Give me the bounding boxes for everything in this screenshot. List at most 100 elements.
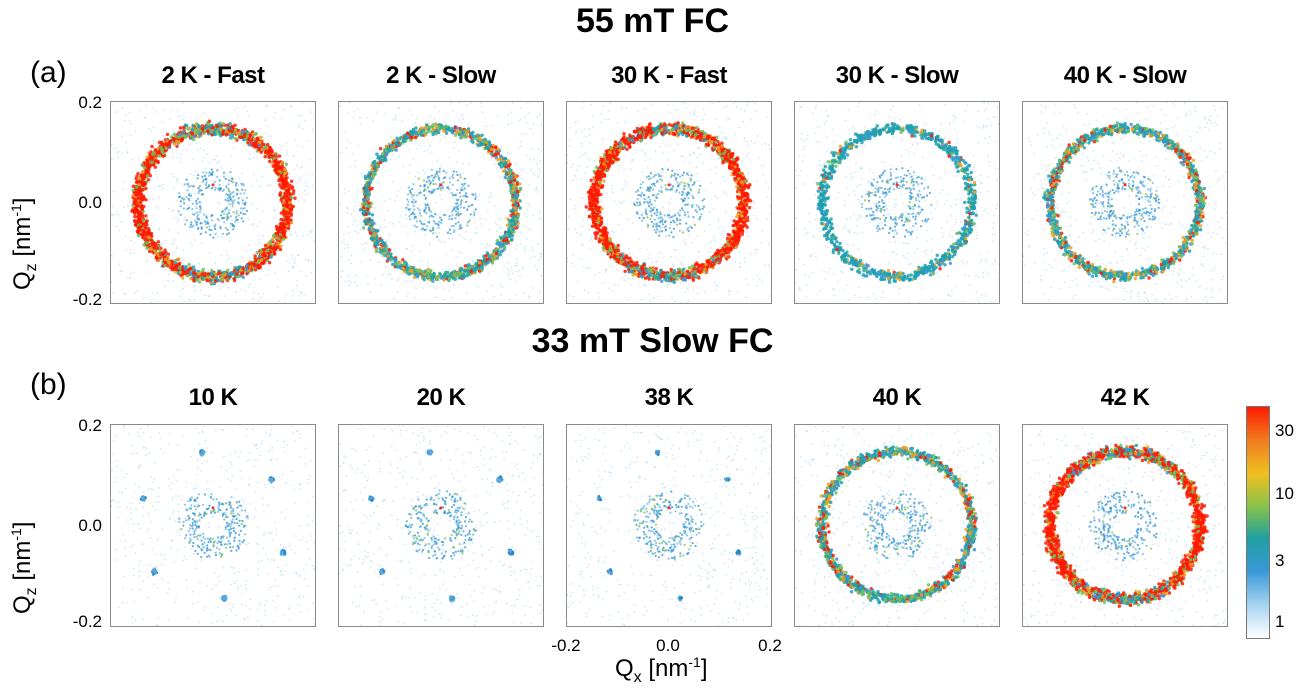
heatmap-cell [413, 225, 416, 228]
heatmap-cell [155, 251, 160, 256]
heatmap-cell [367, 193, 371, 197]
heatmap-cell [165, 132, 170, 137]
heatmap-cell [221, 232, 225, 236]
heatmap-cell [343, 233, 345, 236]
heatmap-cell [309, 158, 311, 161]
heatmap-cell [613, 231, 616, 234]
heatmap-cell [205, 171, 208, 174]
heatmap-cell [259, 297, 262, 299]
heatmap-cell [127, 205, 129, 208]
heatmap-cell [172, 109, 174, 112]
heatmap-cell [481, 111, 484, 114]
heatmap-cell [449, 228, 452, 231]
heatmap-cell [232, 181, 235, 184]
heatmap-cell [271, 234, 276, 238]
heatmap-cell [538, 160, 541, 163]
heatmap-cell [747, 152, 750, 155]
heatmap-cell [237, 209, 240, 212]
heatmap-cell [515, 294, 518, 296]
heatmap-cell [184, 216, 187, 218]
heatmap-cell [427, 186, 430, 189]
heatmap-cell [304, 119, 307, 122]
heatmap-cell [145, 155, 149, 159]
heatmap-cell [471, 266, 475, 270]
heatmap-cell [375, 148, 377, 151]
heatmap-cell [364, 176, 368, 181]
heatmap-cell [223, 272, 227, 276]
heatmap-cell [753, 141, 756, 144]
heatmap-cell [263, 243, 268, 248]
heatmap-cell [510, 243, 512, 246]
heatmap-cell [310, 111, 313, 114]
heatmap-cell [159, 266, 162, 269]
heatmap-cell [654, 150, 657, 153]
heatmap-cell [182, 207, 185, 210]
heatmap-cell [287, 186, 291, 190]
heatmap-cell [583, 289, 586, 291]
heatmap-cell [301, 128, 304, 130]
heatmap-cell [590, 103, 592, 106]
heatmap-cell [211, 219, 214, 222]
heatmap-cell [510, 122, 513, 124]
heatmap-cell [458, 191, 461, 194]
heatmap-cell [432, 232, 435, 235]
heatmap-cell [448, 237, 451, 240]
heatmap-cell [195, 131, 199, 135]
heatmap-cell [467, 123, 469, 125]
heatmap-cell [463, 264, 467, 268]
heatmap-cell [394, 257, 398, 261]
heatmap-cell [601, 205, 604, 208]
heatmap-cell [696, 193, 699, 196]
heatmap-cell [288, 172, 291, 175]
heatmap-cell [227, 194, 231, 198]
heatmap-cell [150, 144, 154, 149]
heatmap-cell [311, 229, 313, 232]
heatmap-cell [567, 154, 568, 157]
heatmap-cell [608, 118, 610, 121]
heatmap-cell [375, 111, 378, 114]
heatmap-cell [149, 238, 153, 242]
heatmap-cell [434, 183, 437, 186]
heatmap-cell [411, 114, 413, 116]
heatmap-cell [142, 243, 146, 247]
heatmap-cell [217, 187, 220, 190]
heatmap-cell [514, 174, 518, 179]
heatmap-cell [233, 225, 236, 228]
heatmap-cell [488, 201, 491, 203]
heatmap-cell [462, 188, 466, 191]
heatmap-cell [432, 130, 436, 135]
heatmap-cell [208, 171, 211, 174]
heatmap-cell [172, 209, 175, 212]
heatmap-cell [748, 214, 751, 217]
heatmap-cell [370, 234, 374, 238]
heatmap-cell [684, 291, 687, 293]
heatmap-cell [440, 219, 443, 222]
heatmap-cell [409, 109, 412, 111]
heatmap-cell [484, 125, 487, 127]
heatmap-cell [756, 180, 759, 183]
heatmap-cell [419, 126, 423, 130]
heatmap-cell [646, 222, 649, 224]
heatmap-cell [212, 236, 215, 239]
heatmap-cell [756, 135, 759, 137]
heatmap-cell [339, 105, 342, 107]
heatmap-cell [753, 214, 756, 217]
heatmap-cell [692, 151, 694, 154]
heatmap-cell [514, 211, 518, 215]
heatmap-cell [183, 223, 187, 226]
heatmap-cell [311, 129, 314, 131]
heatmap-cell [370, 168, 374, 172]
heatmap-cell [474, 195, 477, 198]
heatmap-cell [443, 273, 447, 277]
heatmap-cell [578, 156, 581, 159]
panel-label-b: (b) [30, 368, 67, 401]
heatmap-cell [686, 287, 689, 290]
heatmap-cell [454, 222, 457, 225]
heatmap-cell [278, 232, 283, 237]
heatmap-cell [385, 169, 388, 172]
heatmap-cell [282, 167, 287, 172]
heatmap-cell [149, 232, 153, 237]
heatmap-cell [349, 166, 352, 168]
heatmap-cell [226, 253, 229, 256]
heatmap-cell [664, 230, 667, 233]
